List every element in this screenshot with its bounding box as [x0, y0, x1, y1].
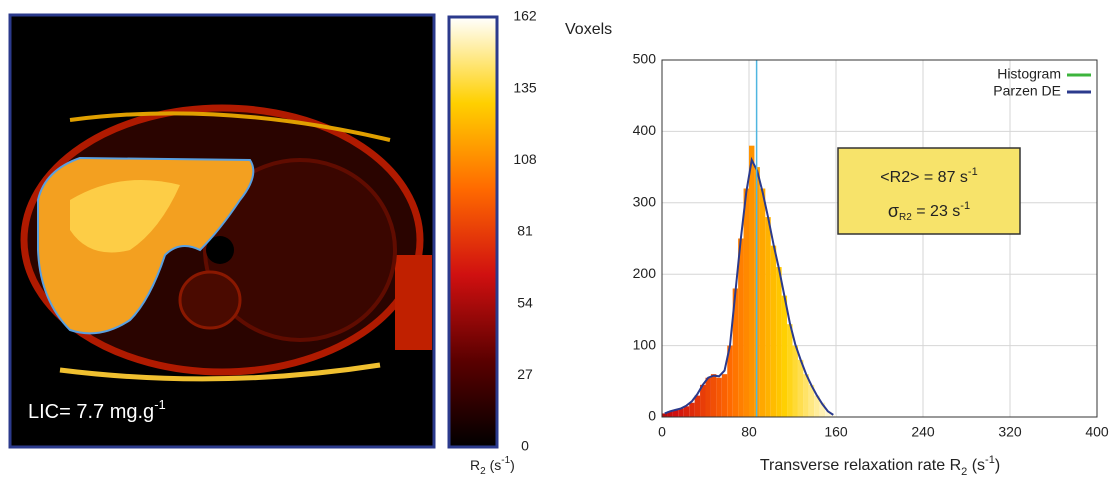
superscript: -1 [968, 166, 978, 178]
histogram-bar [781, 295, 788, 417]
label-superscript: -1 [501, 455, 510, 466]
annotation: <R2> = 87 s-1 σR2 = 23 s-1 [837, 147, 1021, 235]
histogram-bar [689, 402, 695, 417]
x-tick-label: 320 [998, 424, 1022, 440]
mri-image: LIC= 7.7 mg.g-1 [8, 13, 436, 449]
histogram-bar [672, 409, 679, 417]
histogram-bar [819, 402, 826, 417]
y-tick-label: 400 [633, 122, 657, 138]
histogram-bar [694, 395, 701, 417]
histogram-bar [803, 374, 809, 417]
histogram-bar [678, 408, 684, 417]
y-axis-label: Voxels [565, 21, 612, 38]
lic-superscript: -1 [154, 397, 166, 412]
histogram-bar [792, 345, 798, 417]
label-part: ) [510, 457, 515, 473]
parzen-line [664, 156, 834, 416]
x-tick-label: 80 [741, 424, 757, 440]
label-part: (s [967, 457, 985, 474]
histogram-bar [743, 188, 749, 417]
colorbar-tick-label: 0 [521, 438, 529, 454]
histogram-bar [716, 377, 722, 417]
histogram-bar [770, 245, 777, 417]
plot: 0 100 200 300 400 500 0 80 160 240 320 400 Histogram… [633, 51, 1109, 440]
histogram-bar [662, 413, 668, 417]
colorbar-tick-label: 81 [517, 223, 533, 239]
label-superscript: -1 [985, 454, 995, 466]
histogram-bar [830, 414, 836, 417]
histogram-bar [776, 267, 782, 417]
label-subscript: 2 [480, 466, 486, 477]
x-tick-label: 400 [1085, 424, 1109, 440]
colorbar-tick-label: 108 [513, 151, 537, 167]
sd-text: σR2 = 23 s-1 [888, 200, 970, 223]
histogram-bar [765, 217, 771, 417]
histogram-bar [710, 374, 717, 417]
histogram-bar [814, 395, 820, 417]
histogram-bar [787, 324, 793, 417]
y-tick-label: 0 [648, 408, 656, 424]
histogram-bar [683, 406, 690, 417]
mean-text: <R2> = 87 s-1 [880, 166, 977, 186]
text-part: = 23 s [912, 203, 960, 220]
histogram-bar [759, 188, 766, 417]
legend-label: Parzen DE [993, 83, 1061, 99]
colorbar-tick-label: 27 [517, 366, 533, 382]
lic-text: LIC= 7.7 mg.g [28, 401, 154, 423]
colorbar-tick-label: 135 [513, 79, 537, 95]
label-part: Transverse relaxation rate R [760, 457, 961, 474]
plot-frame [661, 59, 1098, 418]
superscript: -1 [960, 200, 970, 212]
histogram-bar [667, 411, 673, 417]
histogram-bar [721, 374, 728, 417]
lic-label: LIC= 7.7 mg.g-1 [28, 397, 166, 423]
text-part: <R2> = 87 s [880, 169, 968, 186]
y-tick-label: 100 [633, 336, 657, 352]
colorbar-label: R2 (s-1) [470, 455, 515, 477]
x-tick-label: 240 [911, 424, 935, 440]
label-part: (s [486, 457, 502, 473]
y-tick-label: 200 [633, 265, 657, 281]
y-tick-label: 500 [633, 51, 657, 67]
label-part: R [470, 457, 480, 473]
histogram-bar [705, 377, 711, 417]
histogram-bar [797, 359, 804, 417]
histogram-bar [700, 384, 706, 417]
histogram-bar [727, 345, 733, 417]
histogram-bar [738, 238, 744, 417]
sigma: σ [888, 201, 899, 221]
legend-label: Histogram [997, 66, 1061, 82]
histogram-bar [808, 384, 815, 417]
colorbar-tick-label: 162 [513, 8, 537, 24]
x-axis-label: Transverse relaxation rate R2 (s-1) [760, 454, 1000, 478]
x-tick-label: 0 [658, 424, 666, 440]
histogram-bar [825, 411, 831, 417]
histogram-bar [732, 288, 739, 417]
label-part: ) [995, 457, 1000, 474]
x-tick-label: 160 [824, 424, 848, 440]
subscript: R2 [899, 212, 912, 223]
histogram-bar [749, 145, 755, 417]
colorbar-tick-label: 54 [517, 294, 533, 310]
y-tick-label: 300 [633, 194, 657, 210]
colorbar [447, 15, 499, 449]
label-subscript: 2 [961, 466, 967, 478]
